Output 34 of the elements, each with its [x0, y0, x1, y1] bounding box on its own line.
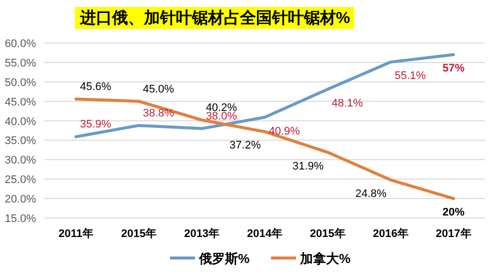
y-tick-label: 25.0% — [4, 174, 36, 186]
data-label: 55.1% — [394, 70, 426, 82]
x-tick-label: 2016年 — [372, 227, 408, 240]
x-tick-label: 2015年 — [121, 227, 157, 240]
data-label: 45.6% — [80, 81, 112, 93]
data-label: 35.9% — [80, 118, 112, 131]
data-label: 48.1% — [332, 97, 364, 110]
x-tick-label: 2011年 — [58, 227, 94, 240]
x-tick-label: 2015年 — [310, 227, 346, 240]
y-tick-label: 40.0% — [4, 116, 36, 128]
data-label: 38.0% — [206, 110, 238, 123]
data-label: 57% — [442, 62, 465, 75]
y-tick-label: 30.0% — [4, 154, 36, 167]
y-tick-label: 35.0% — [4, 135, 36, 148]
data-label: 40.9% — [268, 125, 300, 138]
data-label: 37.2% — [230, 140, 261, 152]
chart-title: 进口俄、加针叶锯材占全国针叶锯材% — [78, 9, 350, 27]
x-tick-label: 2013年 — [184, 227, 220, 240]
legend-label: 加拿大% — [299, 251, 351, 266]
data-label: 20% — [442, 206, 465, 219]
y-tick-label: 15.0% — [4, 213, 36, 225]
data-label: 38.8% — [142, 107, 174, 120]
x-tick-label: 2017年 — [436, 227, 472, 240]
y-tick-label: 45.0% — [4, 96, 36, 108]
data-label: 24.8% — [355, 188, 387, 200]
x-tick-label: 2014年 — [247, 227, 282, 240]
y-tick-label: 50.0% — [4, 76, 36, 89]
legend-label: 俄罗斯% — [198, 251, 250, 266]
y-tick-label: 60.0% — [4, 38, 36, 50]
line-series — [74, 98, 456, 200]
data-label: 45.0% — [142, 83, 174, 96]
y-tick-label: 20.0% — [4, 194, 36, 206]
y-tick-label: 55.0% — [4, 57, 36, 70]
data-label: 31.9% — [292, 160, 324, 172]
